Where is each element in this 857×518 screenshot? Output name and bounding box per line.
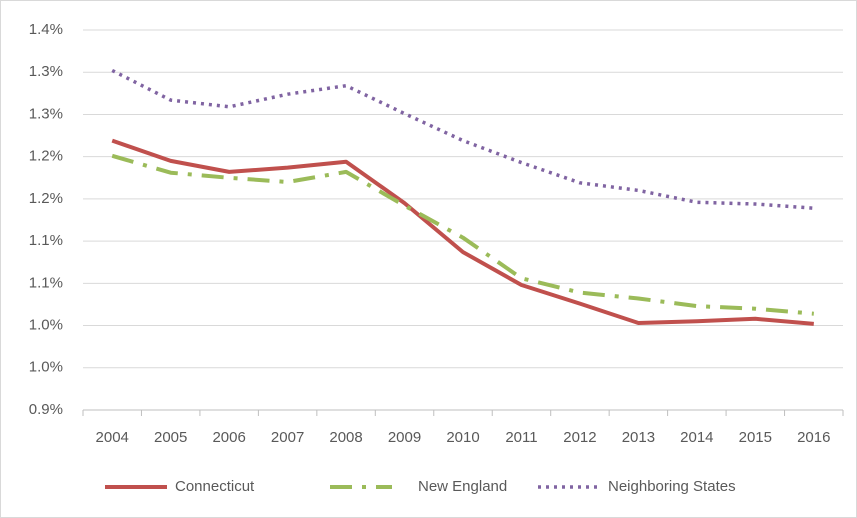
legend-label: New England [418, 478, 507, 495]
y-tick-label: 1.1% [29, 232, 63, 249]
x-tick-label: 2015 [739, 429, 772, 446]
y-tick-label: 1.0% [29, 317, 63, 334]
x-tick-label: 2014 [680, 429, 713, 446]
x-tick-label: 2004 [96, 429, 129, 446]
legend-label: Neighboring States [608, 478, 736, 495]
x-tick-label: 2013 [622, 429, 655, 446]
y-tick-label: 1.1% [29, 274, 63, 291]
y-tick-label: 0.9% [29, 401, 63, 418]
y-tick-label: 1.3% [29, 105, 63, 122]
x-tick-label: 2006 [212, 429, 245, 446]
y-tick-label: 1.3% [29, 63, 63, 80]
y-tick-label: 1.2% [29, 190, 63, 207]
x-tick-label: 2009 [388, 429, 421, 446]
y-tick-label: 1.0% [29, 359, 63, 376]
x-tick-label: 2008 [329, 429, 362, 446]
x-tick-label: 2007 [271, 429, 304, 446]
y-tick-label: 1.4% [29, 21, 63, 38]
x-tick-label: 2005 [154, 429, 187, 446]
x-tick-label: 2016 [797, 429, 830, 446]
series-line [111, 153, 814, 316]
x-tick-label: 2012 [563, 429, 596, 446]
x-tick-label: 2011 [505, 429, 537, 446]
x-tick-label: 2010 [446, 429, 479, 446]
legend-label: Connecticut [175, 478, 255, 495]
y-tick-label: 1.2% [29, 148, 63, 165]
series-line [111, 138, 814, 326]
